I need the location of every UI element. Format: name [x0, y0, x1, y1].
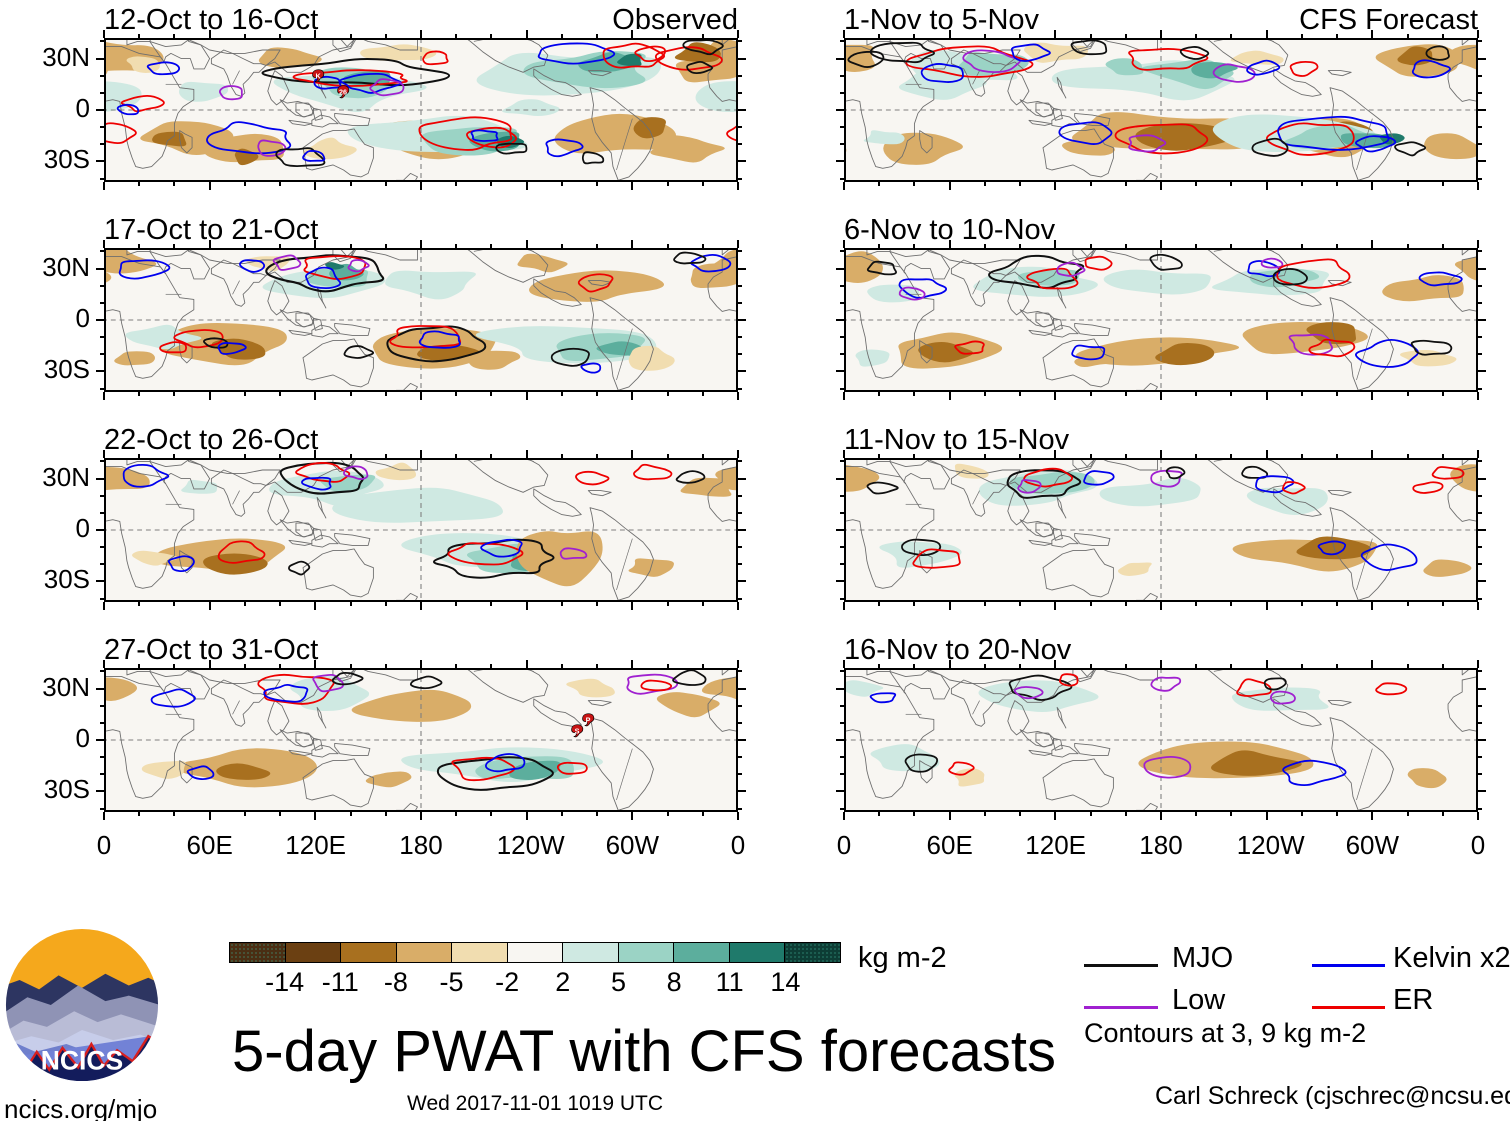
- svg-text:NCICS: NCICS: [41, 1046, 123, 1076]
- svg-text:26: 26: [339, 88, 347, 97]
- svg-text:S: S: [575, 726, 580, 735]
- svg-text:K: K: [315, 71, 321, 80]
- svg-text:P: P: [585, 715, 590, 724]
